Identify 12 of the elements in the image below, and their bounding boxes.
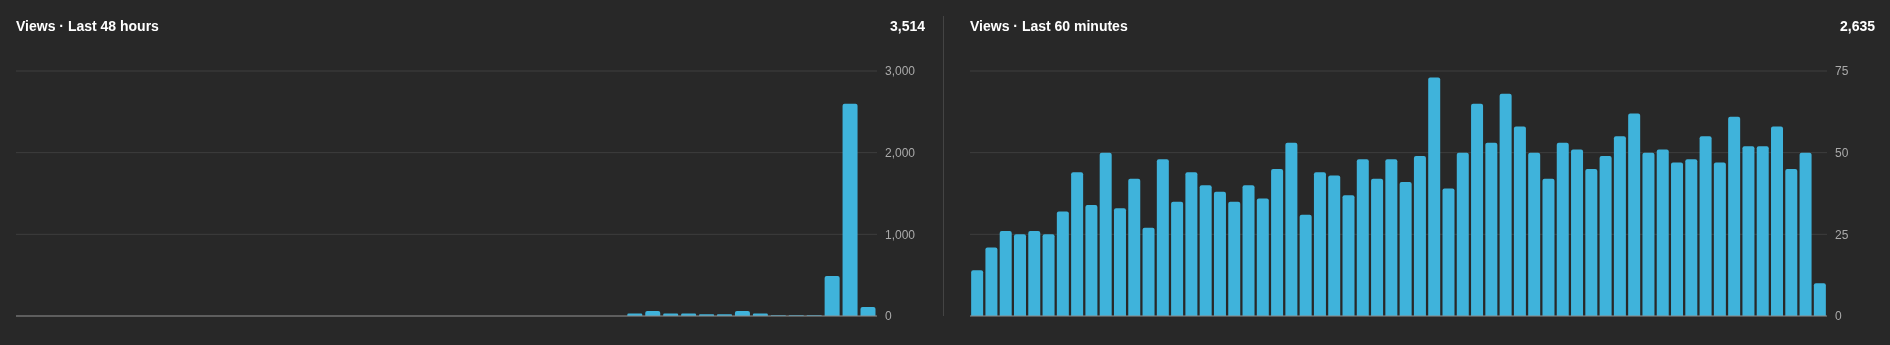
text: 3,514 (889, 18, 925, 34)
y-tick-label: 25 (1835, 227, 1849, 242)
y-tick-label: 2,000 (885, 145, 916, 160)
chart-title: Views · Last 48 hours (16, 18, 159, 34)
y-tick-label: 0 (885, 309, 892, 324)
y-tick-label: 0 (1835, 309, 1842, 324)
chart-title: Views · Last 60 minutes (970, 18, 1128, 34)
y-tick-label: 1,000 (885, 227, 916, 242)
text: 2,635 (1839, 18, 1875, 34)
y-tick-label: 50 (1835, 145, 1849, 160)
y-tick-label: 3,000 (885, 64, 916, 79)
y-tick-label: 75 (1835, 64, 1849, 79)
